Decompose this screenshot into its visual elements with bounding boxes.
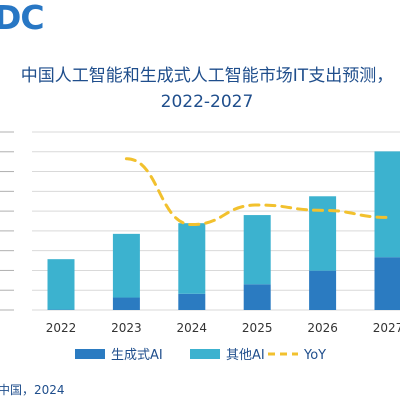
legend-yoy-label: YoY <box>303 348 326 363</box>
source-note: 中国，2024 <box>0 383 65 397</box>
x-tick-label-2024: 2024 <box>177 321 208 335</box>
legend-other-ai-label: 其他AI <box>226 348 265 363</box>
yoy-line <box>124 157 390 227</box>
bar-genai-2025 <box>243 284 271 310</box>
legend-genai-swatch <box>75 349 105 359</box>
x-tick-label-2025: 2025 <box>242 321 273 335</box>
x-tick-label-2027: 2027 <box>373 321 400 335</box>
chart-title: 中国人工智能和生成式人工智能市场IT支出预测， <box>20 66 394 86</box>
x-tick-label-2026: 2026 <box>307 321 338 335</box>
bar-other-ai-2025 <box>243 215 271 285</box>
chart-subtitle: 2022-2027 <box>160 92 254 112</box>
legend-other-ai-swatch <box>190 349 220 359</box>
company-logo: DC <box>0 0 45 37</box>
bar-genai-2027 <box>374 257 400 310</box>
legend-genai-label: 生成式AI <box>111 348 163 363</box>
bar-other-ai-2026 <box>309 196 337 271</box>
x-tick-label-2022: 2022 <box>46 321 77 335</box>
bar-other-ai-2024 <box>178 223 206 294</box>
x-tick-label-2023: 2023 <box>111 321 142 335</box>
bar-other-ai-2027 <box>374 151 400 258</box>
bar-other-ai-2022 <box>47 259 75 310</box>
bar-genai-2026 <box>309 270 337 310</box>
bar-genai-2023 <box>112 297 140 310</box>
bar-other-ai-2023 <box>112 233 140 298</box>
bar-genai-2024 <box>178 293 206 310</box>
